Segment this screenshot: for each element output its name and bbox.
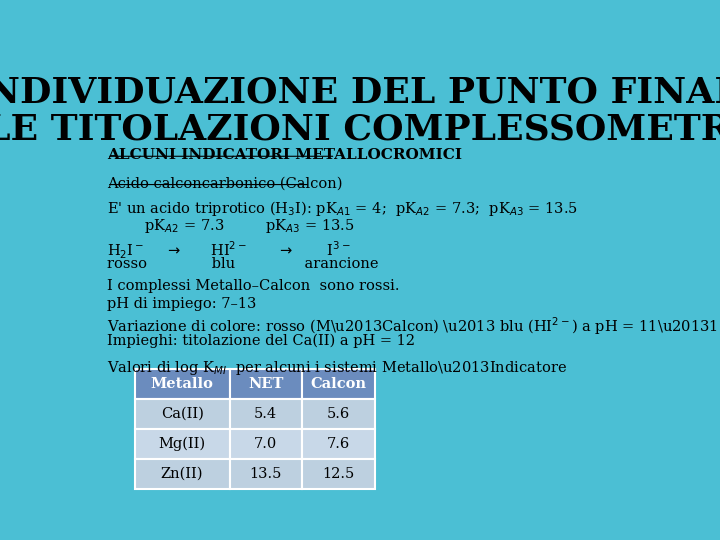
FancyBboxPatch shape	[135, 399, 230, 429]
FancyBboxPatch shape	[302, 399, 374, 429]
FancyBboxPatch shape	[230, 369, 302, 399]
Text: Mg(II): Mg(II)	[158, 436, 206, 451]
Text: 12.5: 12.5	[322, 467, 354, 481]
Text: pK$_{A2}$ = 7.3         pK$_{A3}$ = 13.5: pK$_{A2}$ = 7.3 pK$_{A3}$ = 13.5	[107, 217, 354, 235]
FancyBboxPatch shape	[230, 429, 302, 458]
Text: Valori di log K$_{MI}$  per alcuni i sistemi Metallo\u2013Indicatore: Valori di log K$_{MI}$ per alcuni i sist…	[107, 359, 567, 377]
FancyBboxPatch shape	[302, 429, 374, 458]
Text: I complessi Metallo–Calcon  sono rossi.: I complessi Metallo–Calcon sono rossi.	[107, 279, 399, 293]
FancyBboxPatch shape	[135, 369, 230, 399]
Text: 7.6: 7.6	[327, 437, 350, 451]
Text: 13.5: 13.5	[250, 467, 282, 481]
Text: Impieghi: titolazione del Ca(II) a pH = 12: Impieghi: titolazione del Ca(II) a pH = …	[107, 334, 415, 348]
Text: Calcon: Calcon	[310, 377, 366, 391]
Text: INDIVIDUAZIONE DEL PUNTO FINALE: INDIVIDUAZIONE DEL PUNTO FINALE	[0, 75, 720, 109]
FancyBboxPatch shape	[135, 458, 230, 489]
Text: rosso              blu               arancione: rosso blu arancione	[107, 257, 378, 271]
FancyBboxPatch shape	[135, 429, 230, 458]
Text: ALCUNI INDICATORI METALLOCROMICI: ALCUNI INDICATORI METALLOCROMICI	[107, 148, 462, 162]
Text: 5.6: 5.6	[327, 407, 350, 421]
FancyBboxPatch shape	[230, 399, 302, 429]
Text: Acido calconcarbonico (Calcon): Acido calconcarbonico (Calcon)	[107, 177, 342, 191]
Text: Ca(II): Ca(II)	[161, 407, 204, 421]
Text: H$_2$I$^-$    $\rightarrow$      HI$^{2-}$      $\rightarrow$       I$^{3-}$: H$_2$I$^-$ $\rightarrow$ HI$^{2-}$ $\rig…	[107, 239, 351, 261]
FancyBboxPatch shape	[302, 458, 374, 489]
Text: NET: NET	[248, 377, 284, 391]
Text: E' un acido triprotico (H$_3$I): pK$_{A1}$ = 4;  pK$_{A2}$ = 7.3;  pK$_{A3}$ = 1: E' un acido triprotico (H$_3$I): pK$_{A1…	[107, 199, 578, 218]
Text: Zn(II): Zn(II)	[161, 467, 203, 481]
FancyBboxPatch shape	[230, 458, 302, 489]
Text: 7.0: 7.0	[254, 437, 277, 451]
Text: Metallo: Metallo	[150, 377, 214, 391]
Text: pH di impiego: 7–13: pH di impiego: 7–13	[107, 298, 256, 312]
Text: 5.4: 5.4	[254, 407, 277, 421]
FancyBboxPatch shape	[302, 369, 374, 399]
Text: Variazione di colore: rosso (M\u2013Calcon) \u2013 blu (HI$^{2-}$) a pH = 11\u20: Variazione di colore: rosso (M\u2013Calc…	[107, 315, 720, 337]
Text: NELLE TITOLAZIONI COMPLESSOMETRICHE: NELLE TITOLAZIONI COMPLESSOMETRICHE	[0, 113, 720, 147]
